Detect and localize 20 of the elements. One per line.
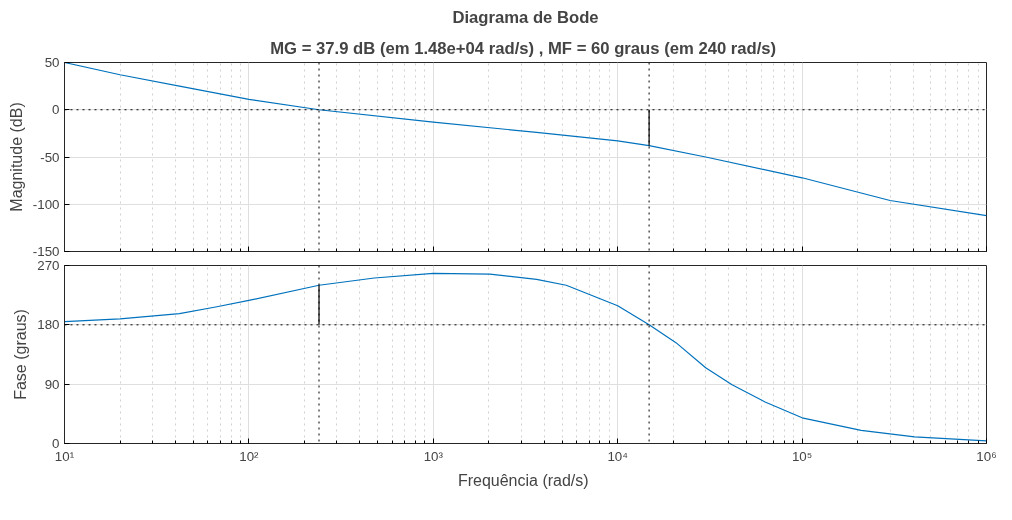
chart-title: Diagrama de Bode	[452, 7, 599, 27]
y-tick-label: 180	[37, 317, 60, 333]
y-tick-label: 0	[52, 102, 60, 118]
y-tick-label: -50	[40, 149, 60, 165]
y-tick-label: 90	[44, 376, 60, 392]
y-tick-label: 0	[52, 436, 60, 451]
x-tick-label: 10¹	[54, 448, 75, 464]
y-axis-title: Magnitude (dB)	[7, 102, 25, 212]
x-tick-label: 10⁴	[607, 448, 629, 464]
x-tick-label: 10⁶	[976, 448, 997, 464]
y-tick-label: 270	[37, 258, 60, 273]
x-tick-label: 10³	[423, 448, 444, 464]
y-tick-label: -100	[32, 196, 60, 212]
x-tick-label: 10⁵	[791, 448, 813, 464]
x-axis-title: Frequência (rad/s)	[457, 471, 589, 489]
y-axis-title: Fase (graus)	[12, 309, 30, 400]
chart-subtitle: MG = 37.9 dB (em 1.48e+04 rad/s) , MF = 60 graus (em 240 rad/s)	[270, 38, 777, 58]
y-tick-label: 50	[44, 55, 60, 70]
x-tick-label: 10²	[239, 448, 260, 464]
y-tick-label: -150	[32, 244, 60, 259]
